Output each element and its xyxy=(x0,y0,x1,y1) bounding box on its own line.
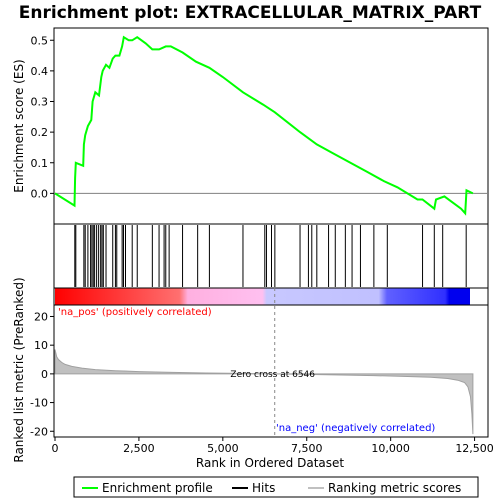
hit-markers xyxy=(74,225,467,287)
metric-tick-label: -10 xyxy=(30,397,48,410)
metric-tick-label: 10 xyxy=(34,339,48,352)
metric-tick-label: -20 xyxy=(30,425,48,438)
x-tick-label: 0 xyxy=(52,442,59,455)
x-tick-label: 5,000 xyxy=(207,442,239,455)
chart-title: Enrichment plot: EXTRACELLULAR_MATRIX_PA… xyxy=(19,3,482,23)
es-y-axis-label: Enrichment score (ES) xyxy=(12,59,26,192)
es-panel-frame xyxy=(53,27,489,225)
metric-tick-label: 20 xyxy=(34,310,48,323)
es-tick-label: 0.2 xyxy=(31,126,49,139)
es-tick-label: 0.1 xyxy=(31,157,49,170)
metric-tick-label: 0 xyxy=(41,368,48,381)
enrichment-profile-line xyxy=(54,35,474,216)
es-tick-label: 0.5 xyxy=(31,34,49,47)
legend-metric-label: Ranking metric scores xyxy=(328,481,461,495)
x-tick-label: 7,500 xyxy=(291,442,323,455)
es-y-axis: 0.0 0.1 0.2 0.3 0.4 0.5 xyxy=(31,34,54,200)
es-tick-label: 0.3 xyxy=(31,96,49,109)
x-tick-label: 10,000 xyxy=(371,442,410,455)
rank-color-bar xyxy=(55,288,470,305)
zero-cross-label: Zero cross at 6546 xyxy=(230,370,315,380)
x-tick-label: 2,500 xyxy=(123,442,155,455)
es-tick-label: 0.4 xyxy=(31,65,49,78)
legend-hits-label: Hits xyxy=(252,481,275,495)
x-axis: 0 2,500 5,000 7,500 10,000 12,500 xyxy=(52,437,494,455)
positive-correlation-label: 'na_pos' (positively correlated) xyxy=(58,307,212,318)
es-tick-label: 0.0 xyxy=(31,187,49,200)
negative-correlation-label: 'na_neg' (negatively correlated) xyxy=(276,423,435,434)
x-axis-label: Rank in Ordered Dataset xyxy=(196,456,344,470)
legend-enrichment-label: Enrichment profile xyxy=(102,481,213,495)
x-tick-label: 12,500 xyxy=(455,442,494,455)
legend-box xyxy=(73,476,479,498)
metric-y-axis-label: Ranked list metric (PreRanked) xyxy=(12,277,26,462)
metric-y-axis: 20 10 0 -10 -20 xyxy=(30,310,54,438)
